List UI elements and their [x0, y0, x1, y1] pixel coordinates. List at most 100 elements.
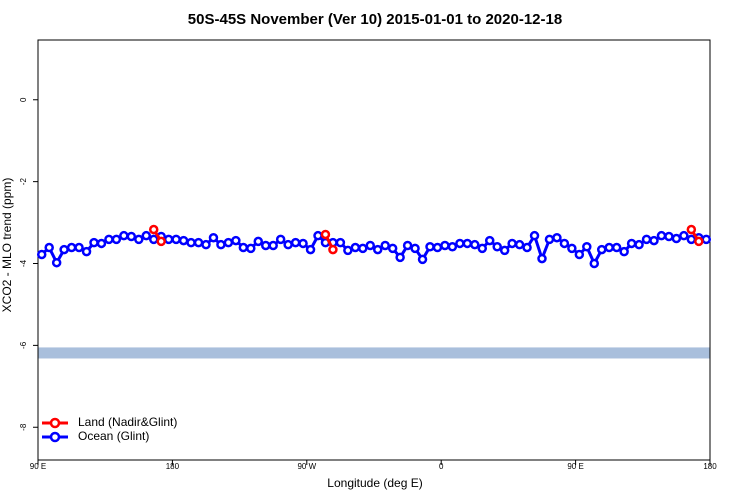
point [641, 234, 652, 245]
point [671, 233, 682, 244]
point [104, 234, 114, 245]
point [134, 234, 144, 245]
point [626, 238, 637, 249]
point [238, 242, 249, 253]
point [395, 252, 405, 263]
y-tick-label: -6 [19, 341, 28, 349]
point [559, 238, 570, 249]
point [350, 242, 361, 253]
x-tick-label: 0 [439, 462, 444, 471]
point [148, 224, 159, 235]
point [656, 230, 667, 241]
point [552, 232, 562, 243]
point [544, 234, 555, 245]
point [499, 245, 510, 256]
point [268, 240, 278, 251]
chart-title: 50S-45S November (Ver 10) 2015-01-01 to … [188, 11, 562, 28]
point [477, 243, 488, 254]
point [372, 244, 383, 255]
y-axis-label: XCO2 - MLO trend (ppm) [0, 178, 14, 313]
point [537, 253, 547, 264]
point [148, 234, 159, 245]
point [447, 241, 458, 252]
point [111, 234, 122, 245]
y-tick-label: -8 [19, 423, 28, 431]
y-tick-label: -2 [19, 178, 28, 186]
point [410, 243, 420, 254]
point [74, 242, 84, 253]
point [328, 244, 338, 255]
point [298, 238, 308, 249]
band [38, 347, 710, 359]
point [36, 249, 47, 260]
point [529, 230, 540, 241]
point [283, 239, 293, 250]
point [119, 230, 129, 241]
point [223, 237, 234, 248]
legend-marker [49, 417, 61, 429]
point [387, 243, 398, 254]
legend-label: Ocean (Glint) [78, 429, 149, 443]
point [455, 238, 465, 249]
point [216, 239, 226, 250]
point [178, 235, 189, 246]
point [619, 246, 629, 257]
point [686, 224, 697, 235]
point [201, 239, 211, 250]
point [470, 239, 480, 250]
point [492, 241, 502, 252]
point [679, 230, 689, 241]
plot-frame [37, 39, 711, 461]
point [290, 237, 301, 248]
point [507, 238, 517, 249]
point [59, 244, 69, 255]
point [163, 234, 174, 245]
x-tick-label: 90 W [297, 462, 316, 471]
point [171, 234, 181, 245]
point [51, 257, 62, 268]
point [582, 241, 592, 252]
point [425, 241, 435, 252]
point [186, 237, 196, 248]
x-tick-label: 180 [166, 462, 180, 471]
point [305, 244, 316, 255]
point [604, 242, 614, 253]
point [686, 234, 697, 245]
point [231, 235, 241, 246]
point [365, 240, 376, 251]
point [313, 230, 323, 241]
point [380, 240, 390, 251]
point [589, 258, 600, 269]
point [522, 242, 532, 253]
point [335, 237, 346, 248]
point [275, 234, 286, 245]
point [417, 254, 428, 265]
point [208, 232, 219, 243]
point [514, 239, 525, 250]
point [141, 230, 152, 241]
point [649, 235, 659, 246]
x-tick-label: 90 E [30, 462, 46, 471]
point [634, 239, 644, 250]
point [694, 236, 704, 247]
point [484, 235, 495, 246]
point [432, 242, 443, 253]
point [358, 243, 368, 254]
point [567, 243, 577, 254]
point [89, 237, 99, 248]
point [440, 240, 450, 251]
point [343, 245, 353, 256]
point [320, 229, 331, 240]
legend-label: Land (Nadir&Glint) [78, 415, 177, 429]
point [246, 243, 256, 254]
point [96, 238, 107, 249]
point [126, 231, 137, 242]
x-axis-label: Longitude (deg E) [327, 476, 422, 490]
point [701, 234, 712, 245]
point [253, 236, 264, 247]
legend-marker [49, 431, 61, 443]
point [81, 246, 92, 257]
x-tick-label: 180 [703, 462, 717, 471]
